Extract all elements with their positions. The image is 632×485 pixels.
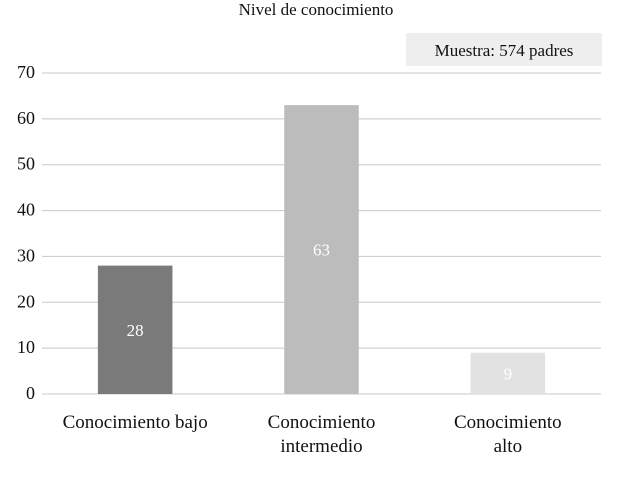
y-tick-label-50: 50 bbox=[17, 154, 35, 174]
y-tick-label-30: 30 bbox=[17, 245, 35, 265]
y-tick-label-60: 60 bbox=[17, 108, 35, 128]
y-tick-label-0: 0 bbox=[26, 383, 35, 403]
sample-annotation-background bbox=[406, 33, 602, 66]
category-label-1-line-1: Conocimiento bajo bbox=[63, 412, 208, 433]
bar-value-label-2: 63 bbox=[313, 241, 330, 260]
category-label-3-line-1: Conocimiento bbox=[454, 412, 562, 433]
y-axis-ticks: 0 10 20 30 40 50 60 70 bbox=[17, 62, 35, 403]
y-tick-label-10: 10 bbox=[17, 337, 35, 357]
y-tick-label-20: 20 bbox=[17, 291, 35, 311]
category-label-2-line-1: Conocimiento bbox=[268, 412, 376, 433]
bars: 28 63 9 bbox=[97, 105, 546, 394]
chart-title: Nivel de conocimiento bbox=[239, 0, 394, 19]
category-label-2-line-2: intermedio bbox=[280, 436, 362, 457]
y-tick-label-70: 70 bbox=[17, 62, 35, 82]
category-label-3-line-2: alto bbox=[494, 436, 523, 457]
sample-annotation: Muestra: 574 padres bbox=[435, 41, 574, 60]
bar-value-label-1: 28 bbox=[127, 321, 144, 340]
bar-2 bbox=[284, 105, 359, 394]
y-tick-label-40: 40 bbox=[17, 200, 35, 220]
bar-3 bbox=[470, 352, 546, 394]
category-labels: Conocimiento bajo Conocimiento intermedio C… bbox=[63, 412, 562, 457]
bar-value-label-3: 9 bbox=[504, 364, 513, 383]
bar-1 bbox=[97, 265, 173, 394]
